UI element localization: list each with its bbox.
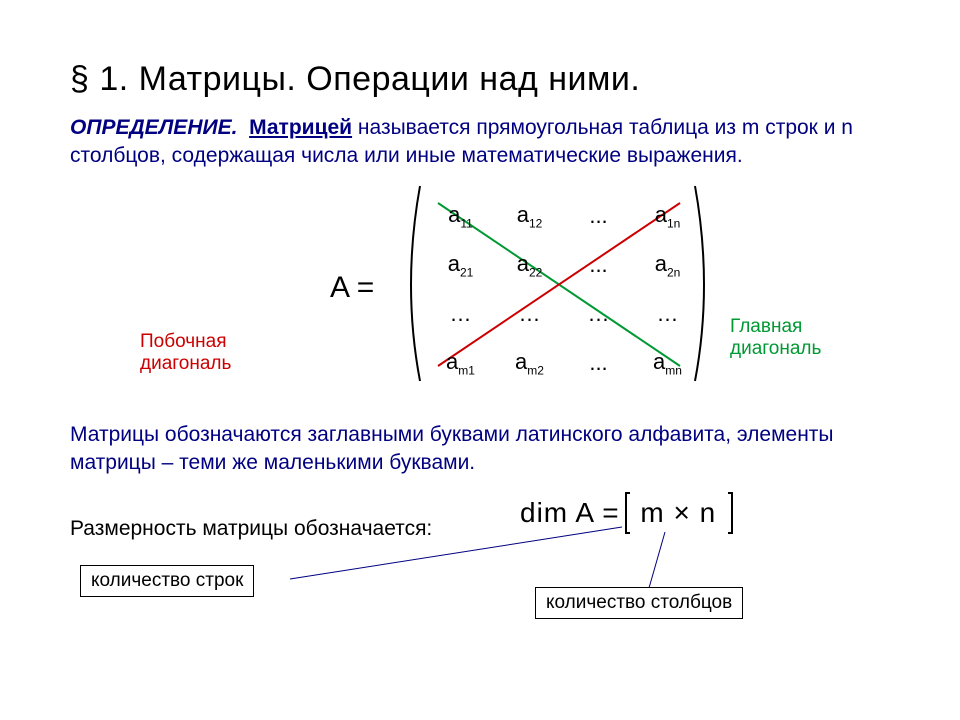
definition-lead: ОПРЕДЕЛЕНИЕ. bbox=[70, 116, 237, 139]
definition-term: Матрицей bbox=[249, 116, 352, 139]
dimension-block: Размерность матрицы обозначается: dim A … bbox=[70, 507, 890, 627]
definition-paragraph: ОПРЕДЕЛЕНИЕ. Матрицей называется прямоуг… bbox=[70, 114, 890, 171]
left-paren bbox=[411, 186, 420, 381]
matrix-row: ………… bbox=[427, 291, 701, 338]
matrix-table: a11a12...a1n a21a22...a2n ………… am1am2...… bbox=[425, 191, 703, 389]
slide-title: § 1. Матрицы. Операции над ними. bbox=[70, 60, 890, 99]
matrix-row: a11a12...a1n bbox=[427, 193, 701, 240]
rows-count-box: количество строк bbox=[80, 565, 254, 597]
rows-arrow bbox=[290, 527, 622, 579]
matrix-row: a21a22...a2n bbox=[427, 242, 701, 289]
matrix-body: a11a12...a1n a21a22...a2n ………… am1am2...… bbox=[400, 181, 710, 381]
matrix-figure: A = a11a12...a1n a21a22...a2n bbox=[70, 181, 890, 401]
matrix-label: A = bbox=[330, 271, 374, 305]
matrix-row: am1am2...amn bbox=[427, 340, 701, 387]
cols-count-box: количество столбцов bbox=[535, 587, 743, 619]
main-diagonal-label: Главнаядиагональ bbox=[730, 316, 821, 362]
notation-note: Матрицы обозначаются заглавными буквами … bbox=[70, 421, 890, 478]
secondary-diagonal-label: Побочнаядиагональ bbox=[140, 331, 231, 377]
